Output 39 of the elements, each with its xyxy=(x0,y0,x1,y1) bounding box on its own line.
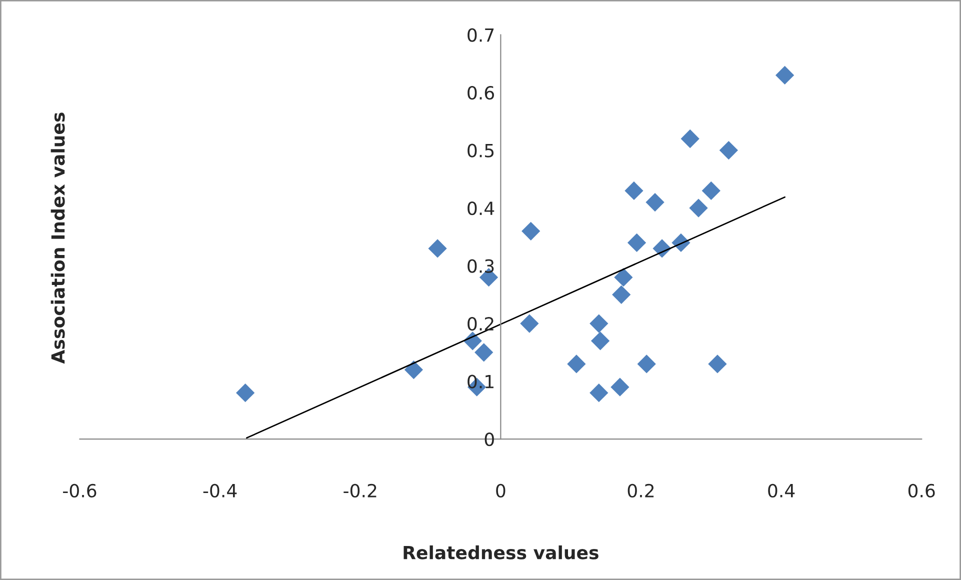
x-tick-label: 0 xyxy=(496,484,506,498)
point xyxy=(646,192,664,212)
y-tick-label: 0.2 xyxy=(468,317,494,331)
x-tick-label: -0.6 xyxy=(63,484,96,498)
point xyxy=(474,343,494,362)
point xyxy=(590,314,608,333)
y-tick-label: 0.3 xyxy=(468,259,494,273)
point xyxy=(404,360,424,380)
point xyxy=(236,384,255,402)
y-axis-title: Association Index values xyxy=(50,112,65,364)
x-tick-label: 0.2 xyxy=(628,484,654,498)
y-tick-label: 0.5 xyxy=(468,144,494,158)
point xyxy=(702,181,720,200)
point xyxy=(624,181,644,200)
point xyxy=(680,129,700,148)
point xyxy=(610,378,630,396)
point xyxy=(637,354,656,374)
x-tick-label: -0.4 xyxy=(203,484,237,498)
point xyxy=(708,354,727,374)
point xyxy=(520,314,539,333)
point xyxy=(567,354,586,374)
point xyxy=(590,384,608,402)
point xyxy=(775,66,794,85)
point xyxy=(689,198,708,218)
y-tick-label: 0.7 xyxy=(468,28,494,42)
x-tick-label: 0.6 xyxy=(908,484,935,498)
point xyxy=(627,233,646,252)
point xyxy=(719,140,738,160)
point xyxy=(428,239,447,258)
y-tick-label: 0.4 xyxy=(468,202,494,216)
x-axis-title: Relatedness values xyxy=(404,545,598,560)
y-tick-label: 0.6 xyxy=(468,86,494,100)
point xyxy=(522,222,540,240)
x-tick-label: -0.2 xyxy=(344,484,376,498)
point xyxy=(614,268,633,287)
point xyxy=(612,285,631,304)
y-tick-label: 0 xyxy=(484,432,494,446)
x-tick-label: 0.4 xyxy=(768,484,795,498)
point xyxy=(590,332,610,350)
